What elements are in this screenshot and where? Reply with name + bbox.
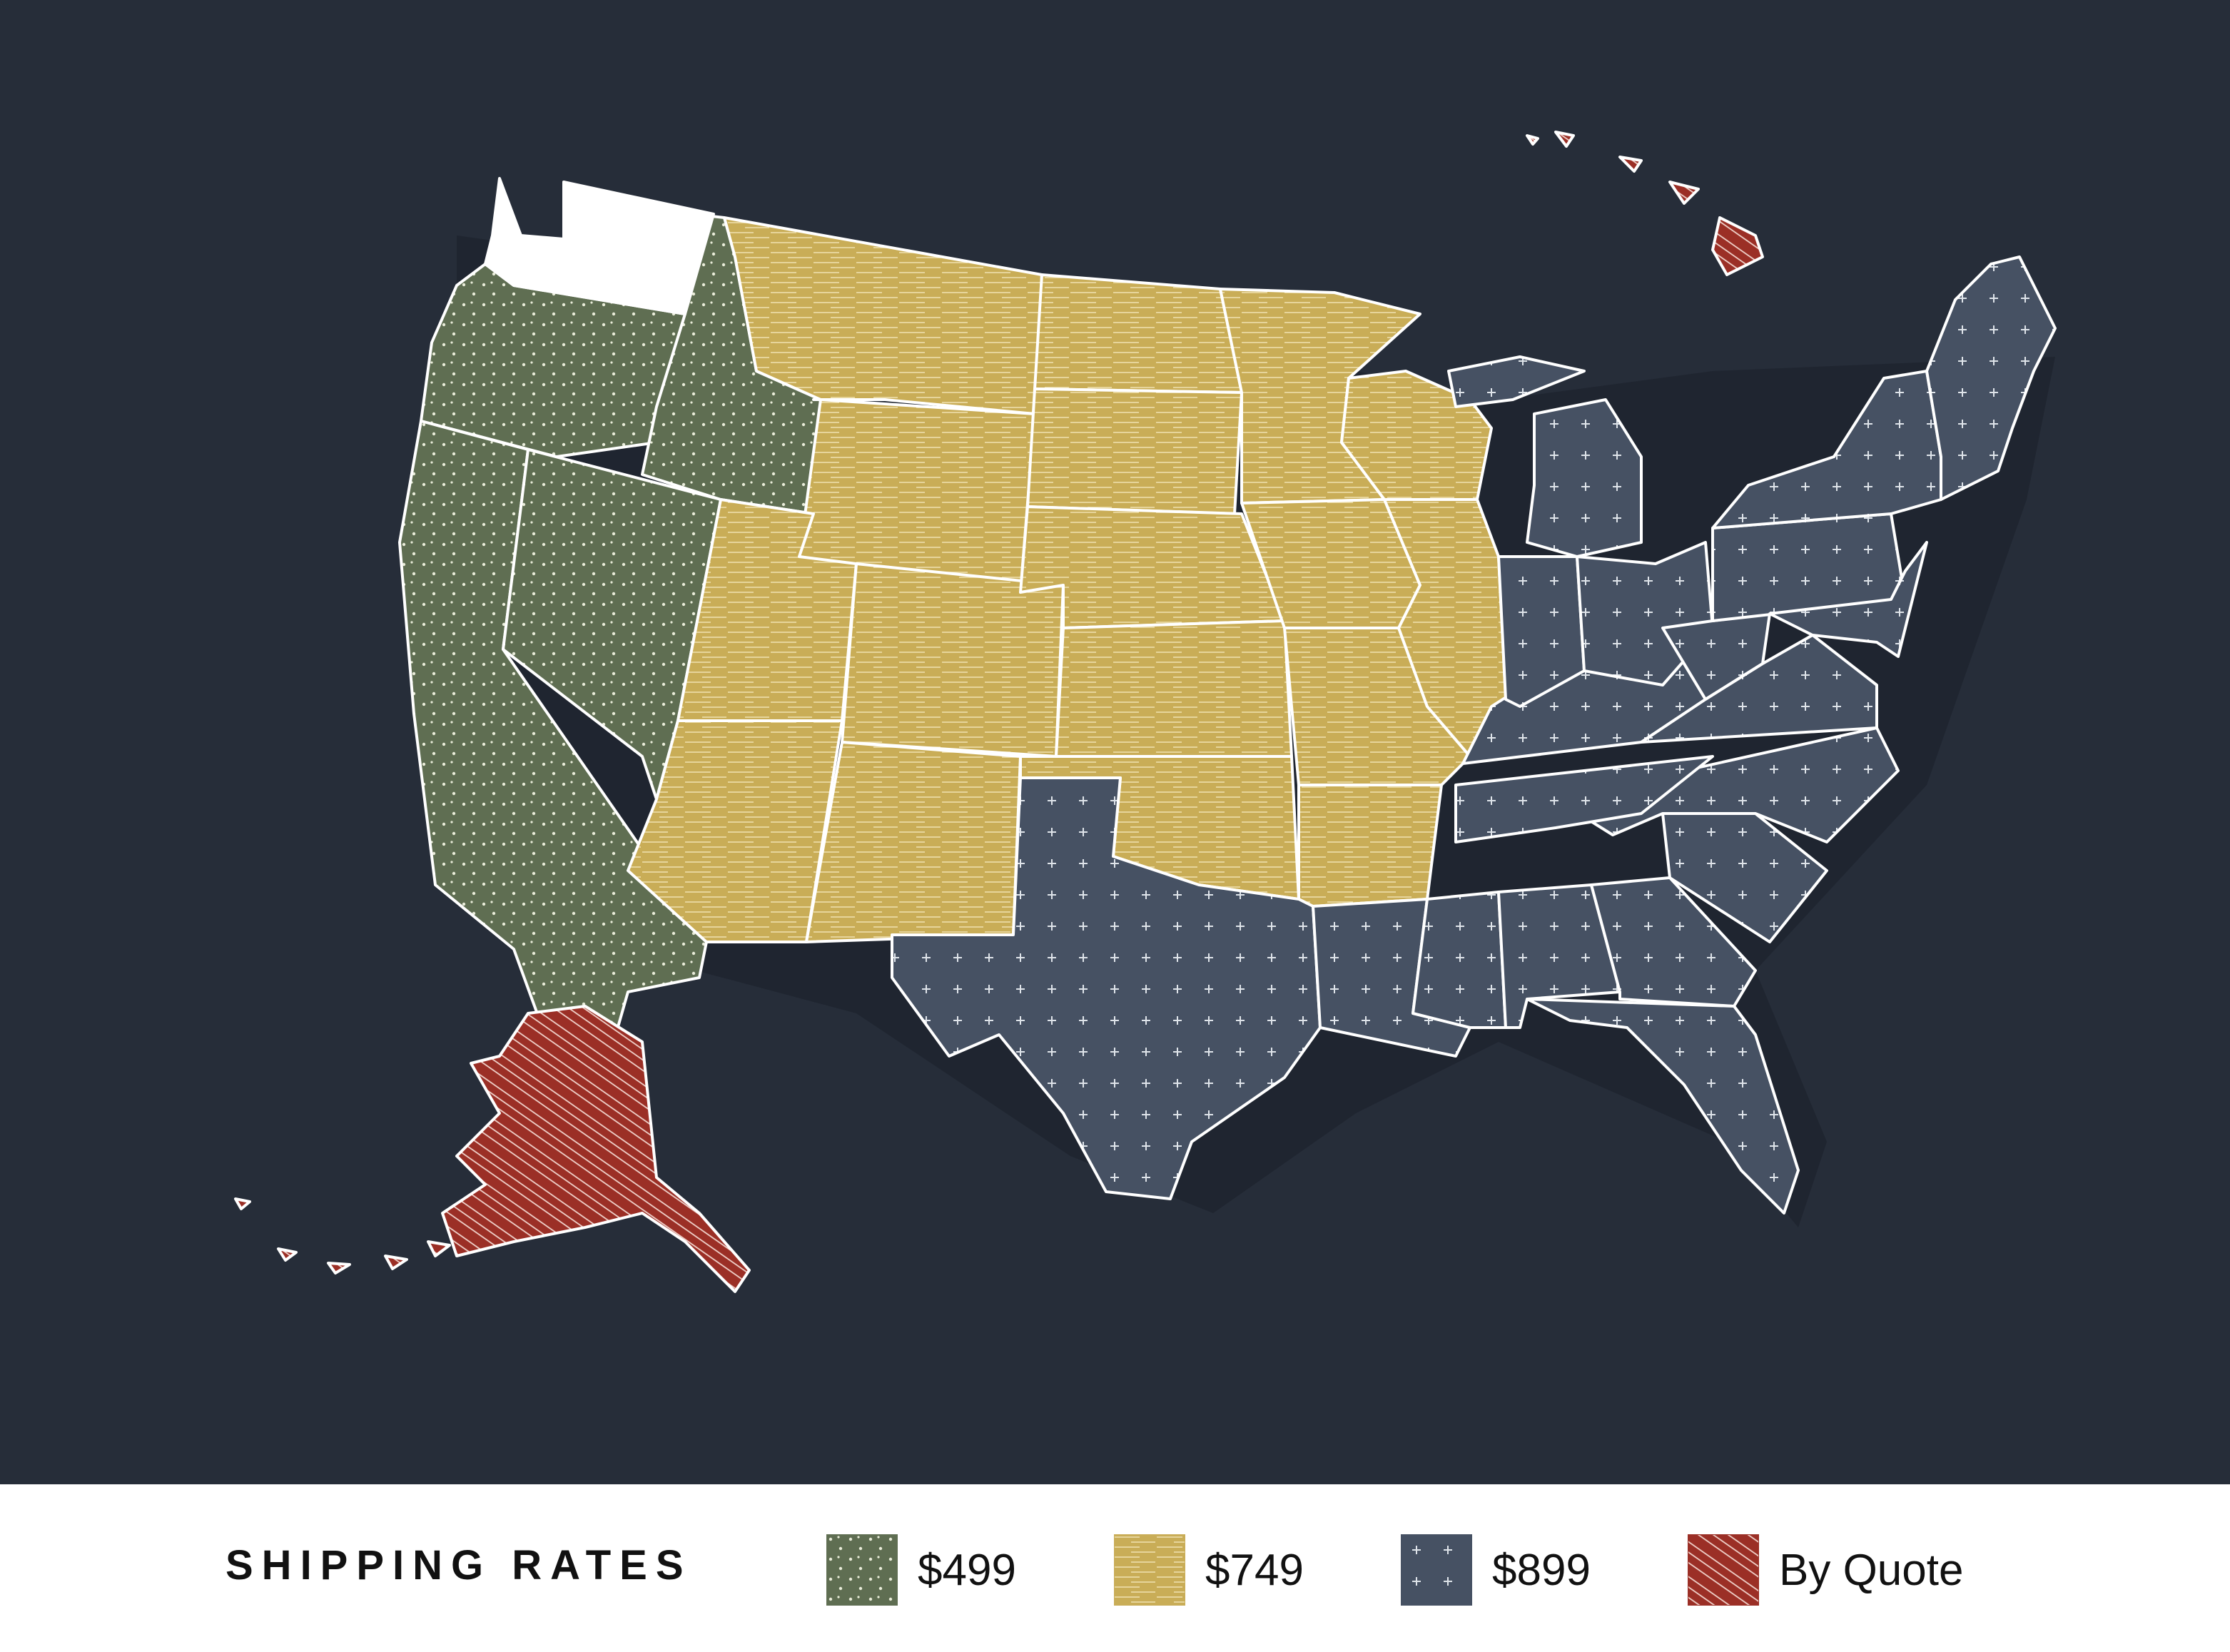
legend-bar: SHIPPING RATES $499 $749 $899 By Quote — [0, 1484, 2230, 1652]
legend-title: SHIPPING RATES — [225, 1542, 692, 1588]
red-hatched-swatch-icon — [1688, 1534, 1759, 1606]
legend-item-899: $899 — [1401, 1534, 1591, 1606]
state-south-dakota[interactable] — [1026, 387, 1243, 515]
legend-item-749: $749 — [1114, 1534, 1304, 1606]
legend-label-499: $499 — [918, 1545, 1016, 1595]
state-florida[interactable] — [1526, 998, 1800, 1215]
state-tennessee[interactable] — [1454, 755, 1714, 843]
state-kansas[interactable] — [1055, 619, 1293, 758]
state-washington[interactable] — [484, 177, 715, 315]
state-arkansas[interactable] — [1297, 784, 1443, 908]
us-shipping-map — [234, 131, 2057, 1293]
state-mississippi[interactable] — [1412, 891, 1507, 1029]
state-new-mexico[interactable] — [805, 741, 1022, 943]
legend-label-by-quote: By Quote — [1779, 1545, 1964, 1595]
map-area — [234, 131, 2057, 1293]
state-hawaii[interactable] — [1526, 131, 1764, 276]
state-alaska[interactable] — [234, 1005, 751, 1293]
legend-item-by-quote: By Quote — [1688, 1534, 1963, 1606]
gold-dashed-swatch-icon — [1114, 1534, 1185, 1606]
state-indiana[interactable] — [1497, 555, 1586, 708]
legend-label-749: $749 — [1205, 1545, 1304, 1595]
state-maryland-delaware-new-jersey[interactable] — [1768, 541, 1928, 658]
state-texas[interactable] — [891, 776, 1322, 1200]
legend-item-499: $499 — [826, 1534, 1016, 1606]
state-new-england[interactable] — [1925, 255, 2057, 501]
state-arizona[interactable] — [627, 719, 843, 943]
state-colorado[interactable] — [841, 562, 1065, 758]
state-michigan[interactable] — [1447, 355, 1643, 558]
legend-label-899: $899 — [1492, 1545, 1591, 1595]
state-north-dakota[interactable] — [1033, 273, 1243, 394]
green-dotted-swatch-icon — [826, 1534, 898, 1606]
state-west-virginia[interactable] — [1661, 612, 1771, 701]
slate-cross-swatch-icon — [1401, 1534, 1472, 1606]
